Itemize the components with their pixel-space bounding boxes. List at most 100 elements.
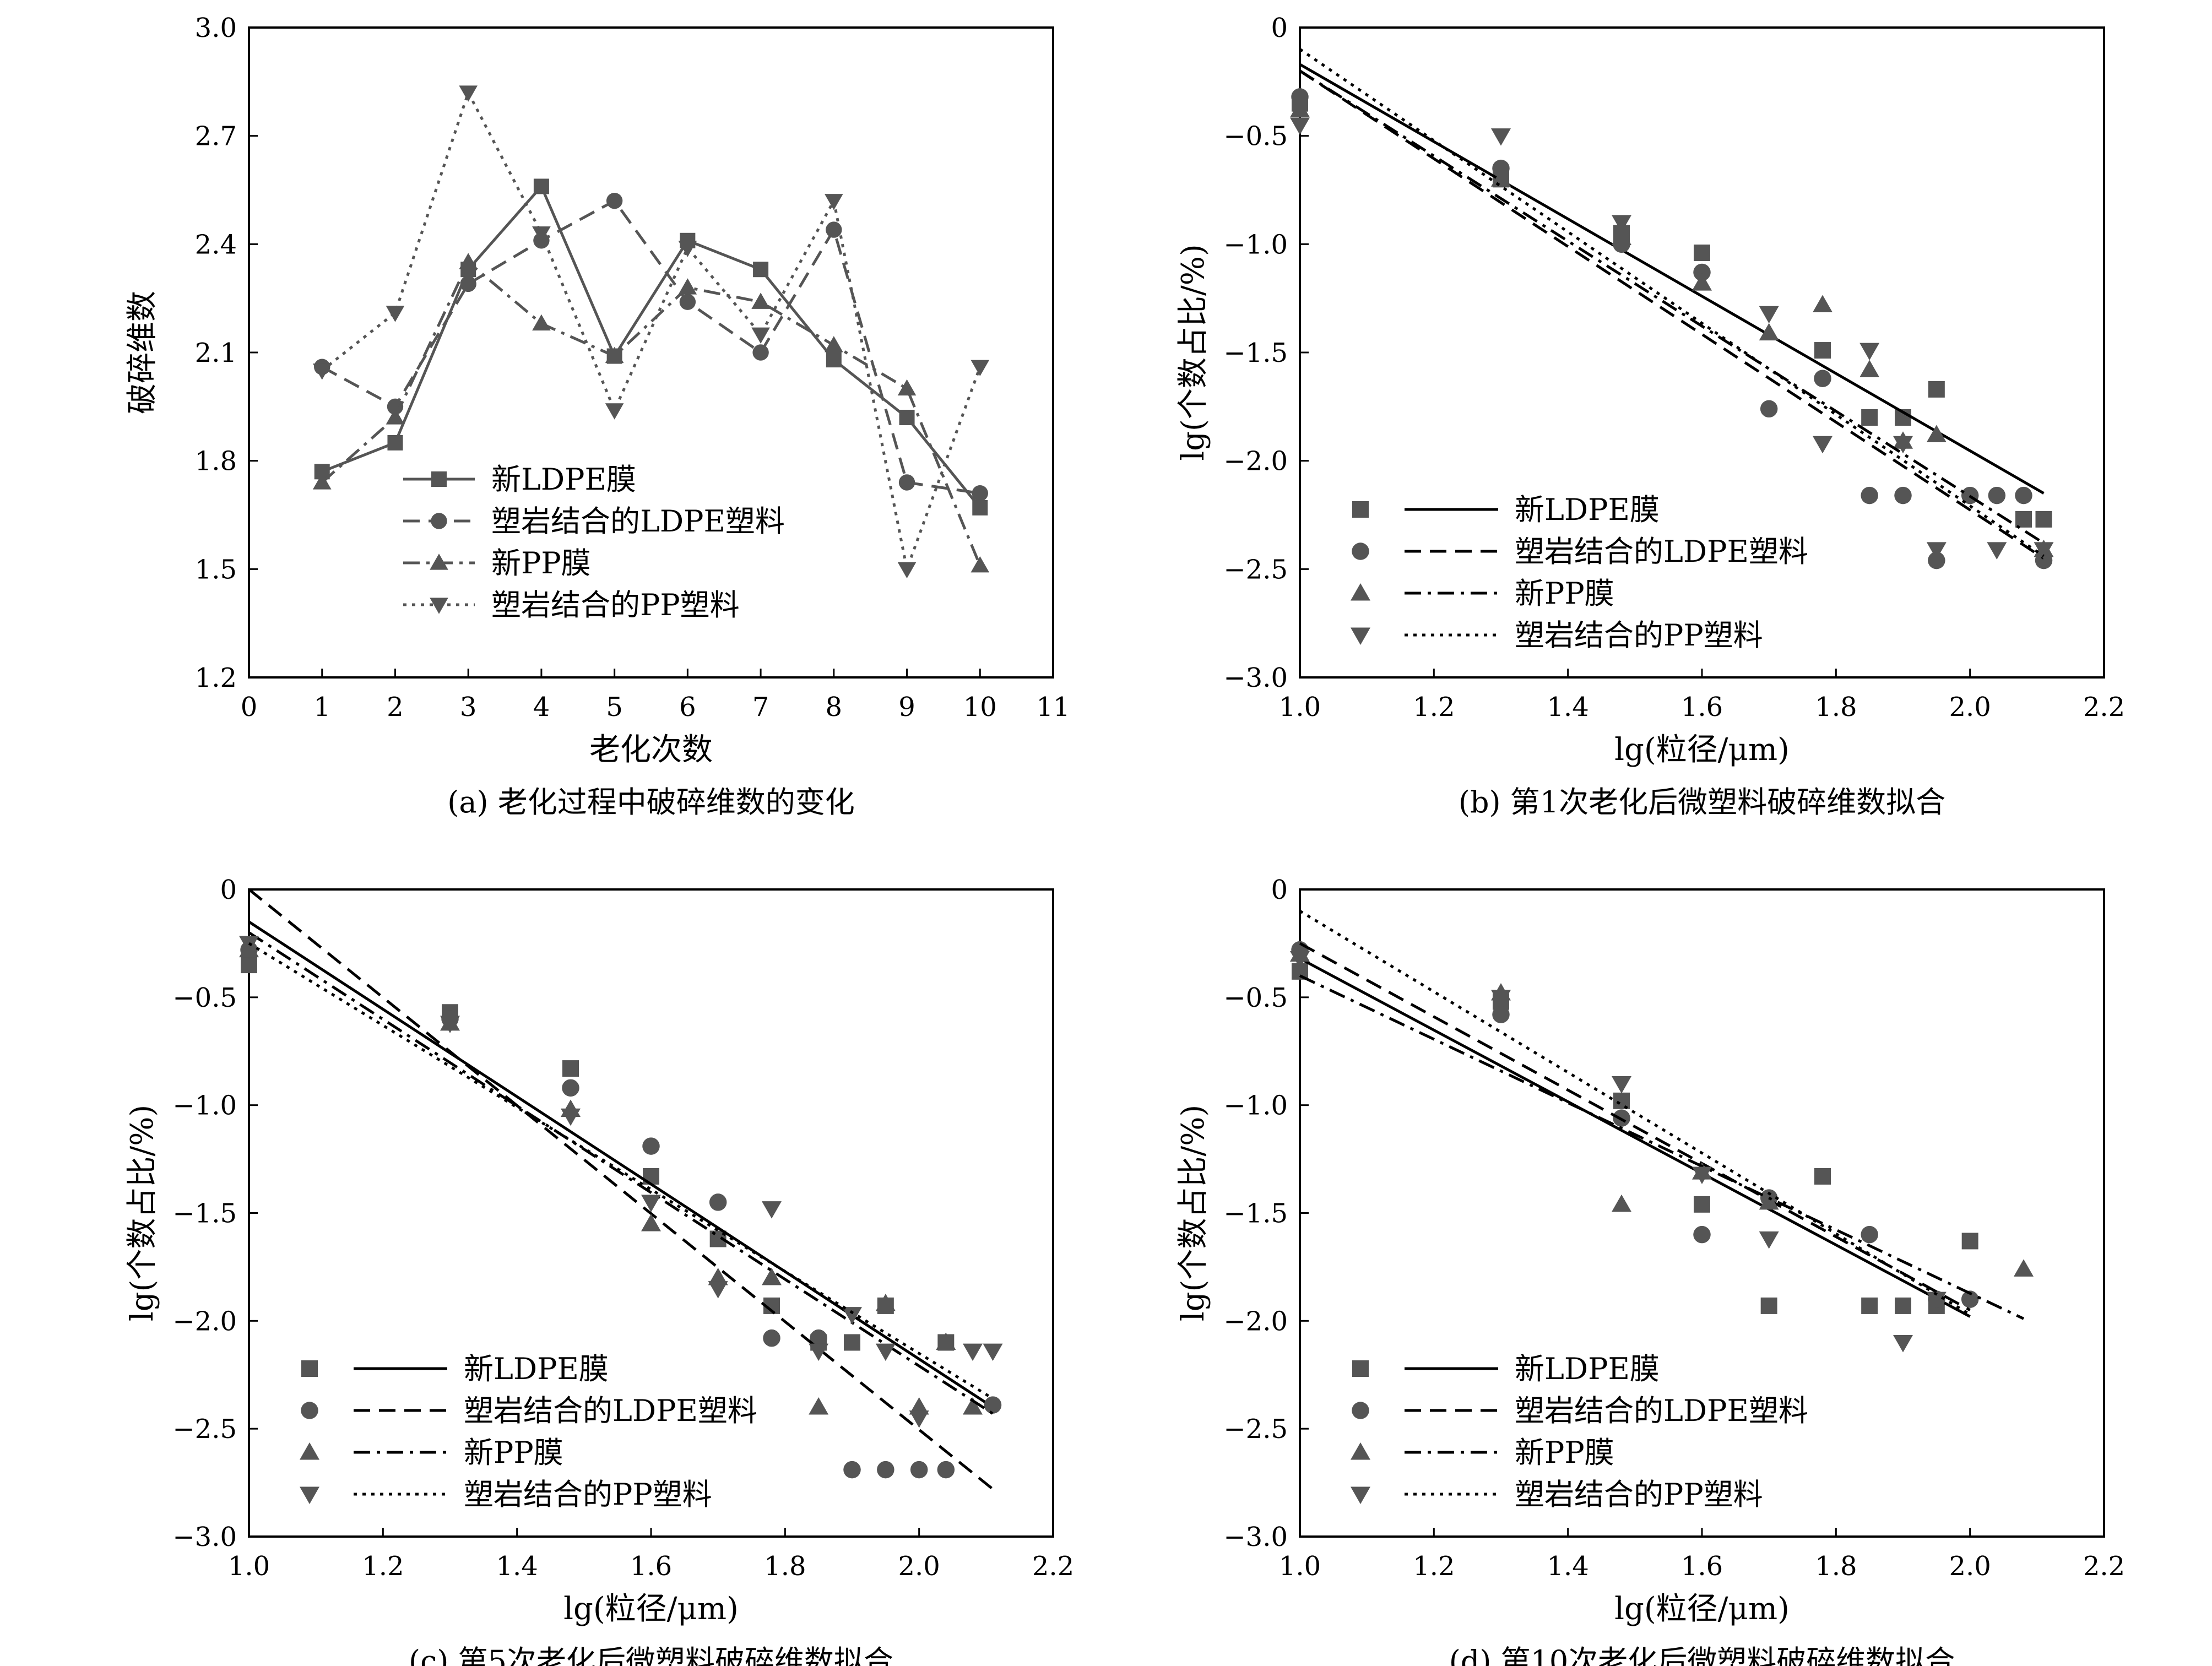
x-tick-label: 2.0 xyxy=(1949,692,1991,723)
x-tick-label: 2.0 xyxy=(1949,1551,1991,1582)
fit-line xyxy=(1299,69,2045,560)
x-tick-label: 1.2 xyxy=(362,1551,404,1582)
y-tick-label: −2.5 xyxy=(172,1414,237,1445)
data-point xyxy=(1694,1196,1710,1213)
data-point xyxy=(1861,486,1878,504)
legend-marker xyxy=(301,1402,318,1419)
data-point xyxy=(826,221,842,238)
legend-item: 新LDPE膜 xyxy=(403,462,636,497)
y-tick-label: −0.5 xyxy=(1223,983,1288,1013)
y-tick-label: −1.0 xyxy=(1223,229,1288,260)
data-point xyxy=(1926,542,1947,560)
legend-marker xyxy=(1352,1360,1369,1377)
data-point xyxy=(875,1343,896,1361)
data-point xyxy=(936,1332,956,1350)
data-point xyxy=(963,1343,983,1361)
y-tick-label: −3.0 xyxy=(1223,663,1288,693)
y-tick-label: −1.5 xyxy=(1223,338,1288,368)
data-point xyxy=(897,562,917,579)
chart-a: 0 1 2 3 4 5 6 7 8 9 10 11 1.2 1.5 1.8 2.1 2.4 2.7 3.0 老化次数 破… xyxy=(124,13,1070,820)
fit-line xyxy=(1299,942,1971,1311)
x-tick-label: 1.8 xyxy=(1815,1551,1857,1582)
legend-marker xyxy=(301,1360,318,1377)
x-tick-label: 1.6 xyxy=(630,1551,672,1582)
legend-item: 新LDPE膜 xyxy=(301,1352,609,1386)
y-tick-label: −1.5 xyxy=(1223,1198,1288,1229)
legend-label: 新LDPE膜 xyxy=(1515,492,1660,527)
data-point xyxy=(1693,263,1711,281)
data-point xyxy=(387,435,403,451)
x-tick-label: 1.4 xyxy=(496,1551,538,1582)
series-0 xyxy=(1292,63,2052,528)
y-tick-label: 2.1 xyxy=(195,338,237,368)
x-tick-label: 8 xyxy=(826,692,843,723)
data-point xyxy=(909,1397,929,1415)
legend-label: 新PP膜 xyxy=(464,1435,563,1470)
plot-frame xyxy=(1299,26,2105,679)
data-point xyxy=(972,500,988,515)
legend-label: 新PP膜 xyxy=(491,546,591,580)
data-point xyxy=(877,1461,894,1479)
data-point xyxy=(679,294,696,310)
x-tick-label: 1.0 xyxy=(228,1551,270,1582)
legend-marker xyxy=(431,513,447,529)
x-tick-label: 2.0 xyxy=(898,1551,940,1582)
data-point xyxy=(984,1396,1002,1414)
y-tick-label: −2.5 xyxy=(1223,554,1288,585)
y-tick-label: −2.0 xyxy=(1223,446,1288,477)
data-point xyxy=(1814,342,1831,359)
y-tick-label: −1.0 xyxy=(1223,1090,1288,1121)
fit-line xyxy=(248,920,994,1409)
y-tick-label: −3.0 xyxy=(1223,1522,1288,1553)
x-tick-label: 6 xyxy=(679,692,696,723)
series-3 xyxy=(1290,910,1971,1353)
data-point xyxy=(1928,381,1945,398)
data-point xyxy=(1926,1291,1947,1310)
series-0 xyxy=(314,178,988,515)
x-tick-label: 7 xyxy=(752,692,769,723)
legend-item: 新PP膜 xyxy=(1351,576,1614,611)
legend-label: 新LDPE膜 xyxy=(1515,1352,1660,1386)
series-line xyxy=(321,183,982,509)
x-tick-label: 0 xyxy=(241,692,258,723)
legend-label: 新LDPE膜 xyxy=(464,1352,609,1386)
series-0 xyxy=(241,920,994,1409)
data-point xyxy=(899,410,915,425)
data-point xyxy=(898,474,915,491)
data-point xyxy=(1692,1166,1712,1184)
legend-marker xyxy=(1351,583,1370,601)
y-tick-label: −0.5 xyxy=(1223,121,1288,152)
data-point xyxy=(1859,343,1880,361)
data-point xyxy=(910,1461,928,1479)
y-tick-label: −3.0 xyxy=(172,1522,237,1553)
data-point xyxy=(386,306,405,322)
y-axis-label: lg(个数占比/%) xyxy=(124,1105,160,1322)
data-point xyxy=(708,1268,728,1285)
x-tick-label: 10 xyxy=(963,692,997,723)
x-tick-label: 1.4 xyxy=(1547,692,1588,723)
fit-line xyxy=(1299,69,2045,545)
data-point xyxy=(1612,1194,1631,1212)
legend-label: 塑岩结合的LDPE塑料 xyxy=(1515,534,1808,569)
data-point xyxy=(1290,951,1310,969)
legend-item: 塑岩结合的LDPE塑料 xyxy=(1352,534,1808,569)
fit-line xyxy=(248,888,994,1490)
legend-label: 塑岩结合的PP塑料 xyxy=(491,588,740,622)
data-point xyxy=(532,314,551,331)
data-point xyxy=(386,408,405,425)
data-point xyxy=(937,1461,955,1479)
x-tick-label: 1.0 xyxy=(1279,692,1321,723)
data-point xyxy=(1290,100,1310,117)
legend-label: 新PP膜 xyxy=(1515,1435,1614,1470)
legend-label: 塑岩结合的PP塑料 xyxy=(464,1477,712,1512)
x-axis-label: lg(粒径/μm) xyxy=(1614,1591,1790,1627)
fit-line xyxy=(1299,957,1971,1318)
y-axis-label: 破碎维数 xyxy=(124,291,160,414)
series-1 xyxy=(314,192,988,502)
data-point xyxy=(762,1201,782,1219)
data-point xyxy=(983,1343,1003,1361)
y-tick-label: 0 xyxy=(1271,875,1288,905)
data-point xyxy=(460,275,476,292)
data-point xyxy=(1895,1297,1911,1314)
